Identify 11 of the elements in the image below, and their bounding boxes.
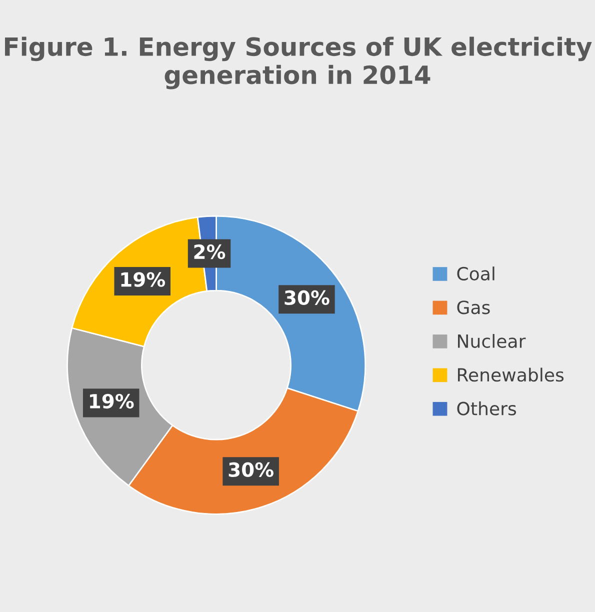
data-label: 19% bbox=[90, 394, 134, 409]
chart-title: Figure 1. Energy Sources of UK electricity generation in 2014 bbox=[5, 36, 592, 90]
legend-label: Others bbox=[457, 401, 516, 416]
data-label: 19% bbox=[121, 272, 166, 287]
data-label: 2% bbox=[194, 244, 226, 260]
data-label: 30% bbox=[228, 462, 274, 478]
legend-label: Coal bbox=[457, 266, 494, 281]
legend-label: Renewables bbox=[458, 368, 564, 382]
data-label: 30% bbox=[284, 290, 330, 305]
legend-label: Nuclear bbox=[458, 334, 526, 348]
legend-label: Gas bbox=[457, 300, 490, 314]
